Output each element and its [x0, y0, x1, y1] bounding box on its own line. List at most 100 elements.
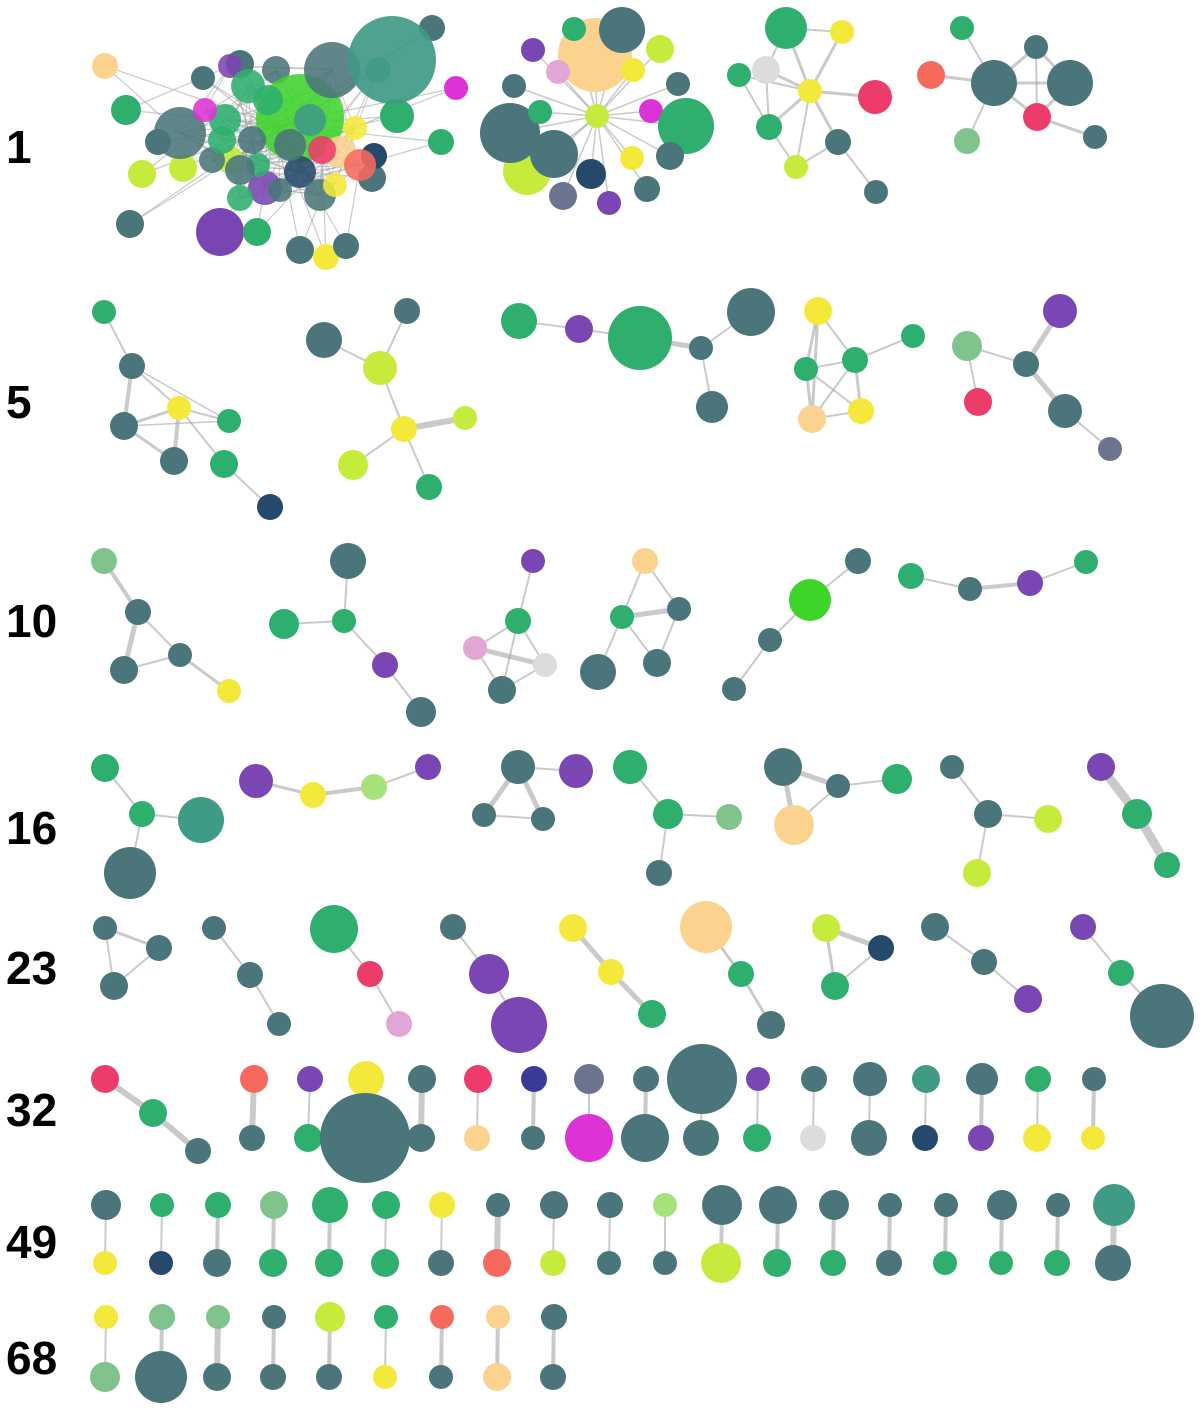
graph-node-245 — [260, 1191, 288, 1219]
graph-node-144 — [758, 628, 782, 652]
graph-node-145 — [722, 677, 746, 701]
graph-node-256 — [540, 1250, 566, 1276]
graph-node-47 — [208, 126, 236, 154]
graph-node-51 — [562, 17, 586, 41]
graph-node-125 — [110, 656, 138, 684]
graph-node-238 — [1081, 1126, 1105, 1150]
graph-node-255 — [540, 1191, 568, 1219]
graph-node-54 — [502, 74, 526, 98]
graph-node-104 — [501, 303, 537, 339]
graph-node-127 — [330, 543, 366, 579]
graph-node-93 — [110, 412, 138, 440]
graph-node-158 — [501, 750, 535, 784]
graph-node-87 — [954, 128, 980, 154]
graph-node-192 — [680, 901, 732, 953]
graph-node-267 — [878, 1193, 902, 1217]
graph-node-48 — [348, 16, 436, 104]
graph-node-108 — [727, 288, 775, 336]
graph-node-151 — [129, 801, 155, 827]
graph-node-263 — [759, 1186, 797, 1224]
graph-node-254 — [483, 1249, 511, 1277]
graph-node-148 — [1017, 570, 1043, 596]
graph-node-261 — [702, 1185, 742, 1225]
graph-node-249 — [372, 1191, 400, 1219]
graph-node-280 — [135, 1351, 187, 1403]
graph-node-85 — [1047, 60, 1093, 106]
graph-node-229 — [853, 1062, 887, 1096]
graph-node-284 — [260, 1364, 286, 1390]
graph-node-131 — [406, 697, 436, 727]
graph-node-183 — [310, 905, 358, 953]
graph-node-132 — [521, 549, 545, 573]
graph-node-264 — [763, 1249, 791, 1277]
graph-edge-191 — [562, 115, 598, 197]
graph-node-287 — [374, 1305, 398, 1329]
graph-node-17 — [169, 154, 197, 182]
graph-node-102 — [338, 450, 368, 480]
graph-node-191 — [638, 1000, 666, 1028]
graph-node-275 — [1093, 1184, 1135, 1226]
graph-node-92 — [217, 409, 241, 433]
graph-node-258 — [597, 1251, 621, 1275]
graph-node-286 — [316, 1364, 342, 1390]
graph-node-56 — [621, 58, 645, 82]
graph-node-95 — [210, 450, 238, 478]
row-label-1: 1 — [6, 121, 32, 173]
graph-node-265 — [819, 1190, 849, 1220]
graph-node-25 — [304, 42, 360, 98]
graph-node-237 — [1082, 1067, 1106, 1091]
graph-node-206 — [185, 1138, 211, 1164]
graph-node-130 — [372, 652, 398, 678]
graph-node-7 — [243, 218, 271, 246]
graph-node-195 — [812, 914, 840, 942]
graph-node-185 — [386, 1011, 412, 1037]
graph-node-163 — [653, 799, 683, 829]
graph-node-142 — [845, 548, 871, 574]
graph-node-143 — [789, 579, 831, 621]
graph-node-222 — [621, 1114, 669, 1162]
graph-node-5 — [116, 210, 144, 238]
graph-node-272 — [989, 1251, 1013, 1275]
graph-edge-189 — [596, 115, 610, 204]
graph-node-218 — [521, 1126, 545, 1150]
graph-node-68 — [480, 103, 540, 163]
graph-node-37 — [274, 129, 306, 161]
graph-edge-231 — [123, 420, 230, 427]
graph-node-241 — [150, 1193, 174, 1217]
graph-node-28 — [308, 136, 336, 164]
graph-node-39 — [268, 178, 292, 202]
graph-node-198 — [921, 913, 949, 941]
graph-node-55 — [646, 35, 674, 63]
graph-node-243 — [205, 1192, 231, 1218]
graph-node-173 — [963, 859, 991, 887]
graph-node-67 — [530, 130, 578, 178]
graph-node-181 — [237, 962, 263, 988]
graph-node-214 — [407, 1124, 435, 1152]
graph-node-213 — [408, 1065, 436, 1093]
graph-node-88 — [1083, 125, 1107, 149]
graph-node-57 — [666, 72, 690, 96]
graph-node-60 — [656, 142, 684, 170]
graph-node-153 — [104, 847, 156, 899]
graph-node-121 — [1098, 437, 1122, 461]
graph-node-79 — [784, 155, 808, 179]
graph-node-133 — [505, 608, 531, 634]
graph-node-168 — [882, 764, 912, 794]
graph-node-262 — [701, 1243, 741, 1283]
graph-node-20 — [154, 107, 206, 159]
graph-node-186 — [440, 914, 466, 940]
graph-node-53 — [546, 60, 570, 84]
graph-node-120 — [1048, 394, 1082, 428]
graph-node-211 — [348, 1061, 384, 1097]
graph-node-220 — [565, 1114, 613, 1162]
graph-node-189 — [559, 914, 587, 942]
graph-node-247 — [312, 1187, 348, 1223]
graph-node-165 — [646, 860, 672, 886]
graph-node-86 — [1023, 103, 1051, 131]
graph-node-101 — [453, 406, 477, 430]
graph-node-203 — [1130, 984, 1194, 1048]
graph-node-259 — [653, 1193, 677, 1217]
graph-node-71 — [765, 7, 807, 49]
graph-node-276 — [1095, 1245, 1131, 1281]
graph-node-291 — [486, 1305, 510, 1329]
